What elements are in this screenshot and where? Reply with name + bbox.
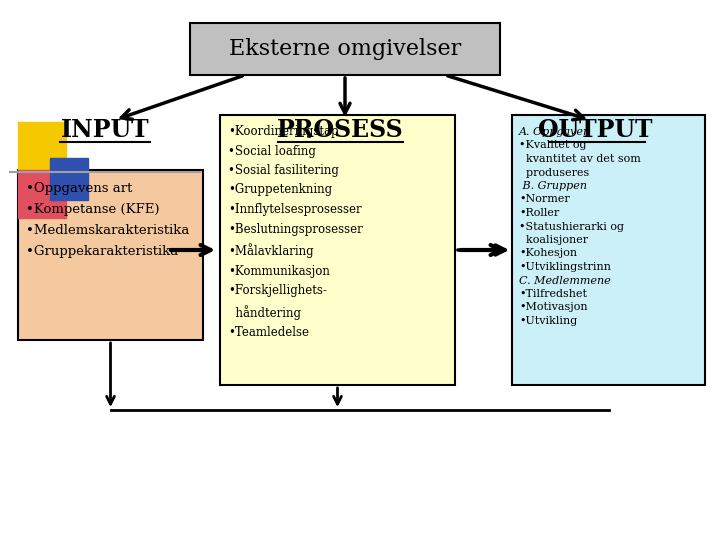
Text: •Roller: •Roller [519, 208, 559, 218]
Text: •Kvalitet og: •Kvalitet og [519, 140, 587, 151]
Text: •Tilfredshet: •Tilfredshet [519, 289, 587, 299]
Text: Eksterne omgivelser: Eksterne omgivelser [229, 38, 461, 60]
FancyBboxPatch shape [18, 170, 203, 340]
Text: A. Oppgaven: A. Oppgaven [519, 127, 591, 137]
Text: •Normer: •Normer [519, 194, 570, 205]
Bar [18, 122, 66, 170]
Text: •Oppgavens art
•Kompetanse (KFE)
•Medlemskarakteristika
•Gruppekarakteristika: •Oppgavens art •Kompetanse (KFE) •Medlem… [26, 182, 189, 258]
Text: •Statushierarki og: •Statushierarki og [519, 221, 624, 232]
FancyBboxPatch shape [220, 115, 455, 385]
Text: OUTPUT: OUTPUT [538, 118, 652, 142]
Text: produseres: produseres [519, 167, 589, 178]
Bar [18, 170, 66, 218]
Text: •Kohesjon: •Kohesjon [519, 248, 577, 259]
Text: •Utvikling: •Utvikling [519, 316, 577, 326]
Text: •Koordineringstap
•Social loafing
•Sosial fasilitering
•Gruppetenkning
•Innflyte: •Koordineringstap •Social loafing •Sosia… [228, 125, 363, 339]
Text: PROSESS: PROSESS [276, 118, 403, 142]
Text: kvantitet av det som: kvantitet av det som [519, 154, 641, 164]
Text: •Motivasjon: •Motivasjon [519, 302, 588, 313]
Text: koalisjoner: koalisjoner [519, 235, 588, 245]
Text: INPUT: INPUT [60, 118, 149, 142]
Bar [50, 158, 88, 200]
FancyBboxPatch shape [512, 115, 705, 385]
FancyBboxPatch shape [190, 23, 500, 75]
Text: C. Medlemmene: C. Medlemmene [519, 275, 611, 286]
Text: •Utviklingstrinn: •Utviklingstrinn [519, 262, 611, 272]
Text: B. Gruppen: B. Gruppen [519, 181, 587, 191]
